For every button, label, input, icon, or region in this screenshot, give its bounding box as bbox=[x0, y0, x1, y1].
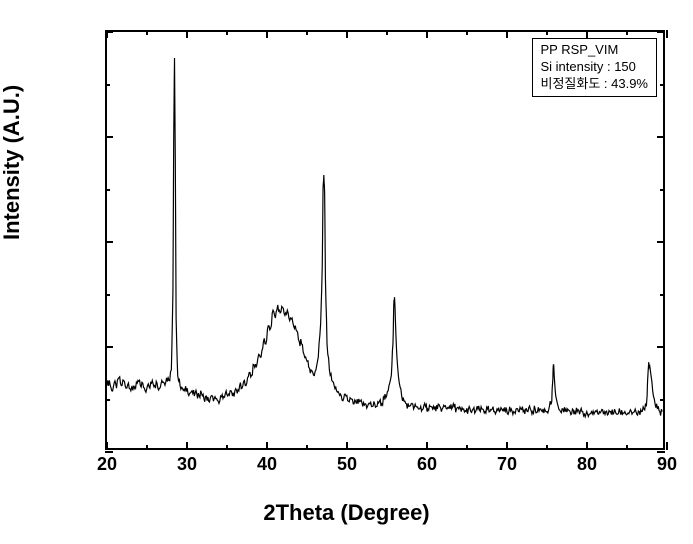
y-tick-mark bbox=[105, 136, 113, 138]
y-tick-mark-minor-right bbox=[660, 399, 665, 401]
x-tick-mark-top bbox=[426, 30, 428, 38]
x-tick-mark-minor bbox=[146, 445, 148, 450]
y-tick-mark-minor bbox=[105, 399, 110, 401]
y-tick-mark bbox=[105, 451, 113, 453]
x-tick-mark-minor-top bbox=[466, 30, 468, 35]
legend-line-1: PP RSP_VIM bbox=[541, 42, 649, 59]
x-tick-label: 60 bbox=[417, 454, 437, 475]
y-axis-label: Intensity (A.U.) bbox=[0, 85, 25, 240]
x-tick-label: 30 bbox=[177, 454, 197, 475]
legend-box: PP RSP_VIM Si intensity : 150 비정질화도 : 43… bbox=[532, 38, 658, 97]
x-tick-mark-top bbox=[666, 30, 668, 38]
y-tick-mark-minor bbox=[105, 84, 110, 86]
x-tick-mark-minor bbox=[626, 445, 628, 450]
x-tick-mark-minor-top bbox=[226, 30, 228, 35]
y-tick-mark-right bbox=[657, 451, 665, 453]
x-tick-label: 50 bbox=[337, 454, 357, 475]
y-tick-mark bbox=[105, 241, 113, 243]
x-tick-mark bbox=[186, 442, 188, 450]
y-tick-mark-right bbox=[657, 346, 665, 348]
x-tick-mark bbox=[586, 442, 588, 450]
y-tick-mark-minor-right bbox=[660, 189, 665, 191]
x-tick-mark bbox=[106, 442, 108, 450]
x-tick-mark-top bbox=[346, 30, 348, 38]
y-tick-mark bbox=[105, 346, 113, 348]
x-tick-label: 20 bbox=[97, 454, 117, 475]
x-tick-mark-minor bbox=[546, 445, 548, 450]
x-tick-label: 40 bbox=[257, 454, 277, 475]
y-tick-mark-minor-right bbox=[660, 294, 665, 296]
x-tick-mark-minor bbox=[386, 445, 388, 450]
x-tick-label: 80 bbox=[577, 454, 597, 475]
x-tick-mark-top bbox=[186, 30, 188, 38]
x-tick-mark bbox=[426, 442, 428, 450]
x-tick-mark-minor-top bbox=[546, 30, 548, 35]
x-tick-mark-top bbox=[586, 30, 588, 38]
y-tick-mark-minor bbox=[105, 189, 110, 191]
x-tick-label: 90 bbox=[657, 454, 677, 475]
x-tick-mark-top bbox=[506, 30, 508, 38]
plot-area: 2030405060708090 PP RSP_VIM Si intensity… bbox=[105, 30, 665, 450]
chart-container: 20 30 40 50 60 70 80 90 PP RSP_VIM Si intensity… bbox=[0, 0, 693, 544]
y-tick-mark-minor bbox=[105, 294, 110, 296]
legend-line-3: 비정질화도 : 43.9% bbox=[541, 76, 649, 93]
y-tick-mark-minor-right bbox=[660, 84, 665, 86]
x-tick-mark-minor-top bbox=[306, 30, 308, 35]
x-tick-mark bbox=[666, 442, 668, 450]
x-tick-mark-minor-top bbox=[386, 30, 388, 35]
x-tick-mark bbox=[506, 442, 508, 450]
x-tick-mark-minor-top bbox=[146, 30, 148, 35]
x-tick-mark-minor-top bbox=[626, 30, 628, 35]
legend-line-2: Si intensity : 150 bbox=[541, 59, 649, 76]
x-tick-label: 70 bbox=[497, 454, 517, 475]
x-axis-label: 2Theta (Degree) bbox=[263, 500, 429, 526]
x-tick-mark-minor bbox=[226, 445, 228, 450]
x-tick-mark bbox=[266, 442, 268, 450]
y-tick-mark bbox=[105, 31, 113, 33]
x-tick-mark-minor bbox=[306, 445, 308, 450]
x-tick-mark-top bbox=[266, 30, 268, 38]
x-tick-mark-minor bbox=[466, 445, 468, 450]
y-tick-mark-right bbox=[657, 136, 665, 138]
y-tick-mark-right bbox=[657, 31, 665, 33]
x-tick-mark bbox=[346, 442, 348, 450]
y-tick-mark-right bbox=[657, 241, 665, 243]
